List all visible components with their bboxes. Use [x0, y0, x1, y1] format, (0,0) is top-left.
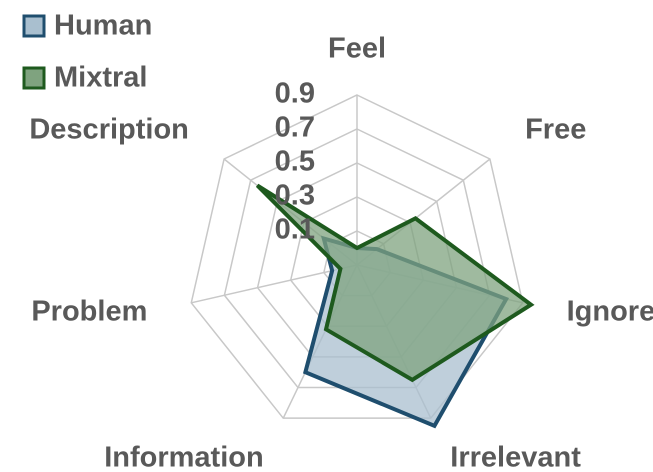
tick-label: 0.1 [275, 214, 315, 246]
legend-swatch [22, 14, 46, 38]
grid-ring [190, 94, 524, 419]
category-label: Irrelevant [450, 441, 581, 472]
legend-label: Human [54, 10, 152, 42]
tick-label: 0.3 [275, 180, 315, 212]
category-label: Free [525, 114, 586, 146]
category-label: Information [104, 441, 264, 472]
legend-label: Mixtral [54, 62, 147, 94]
tick-label: 0.7 [275, 112, 315, 144]
category-label: Ignore [567, 295, 653, 327]
category-label: Feel [328, 33, 386, 65]
tick-label: 0.5 [275, 146, 315, 178]
legend-swatch [22, 66, 46, 90]
category-label: Description [29, 114, 189, 146]
category-label: Problem [31, 295, 147, 327]
tick-label: 0.9 [275, 78, 315, 110]
series-area [255, 183, 535, 383]
axis-spoke [191, 264, 358, 304]
